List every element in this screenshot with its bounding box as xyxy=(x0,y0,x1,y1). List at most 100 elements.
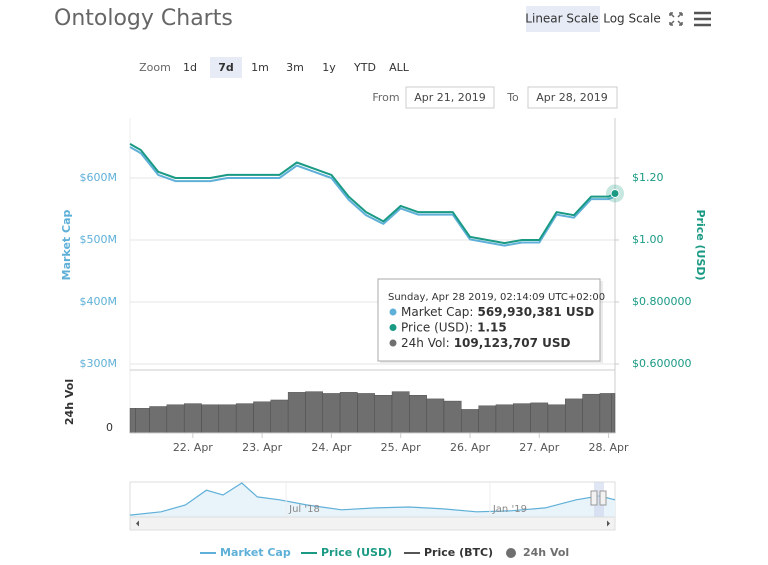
to-input-box[interactable] xyxy=(527,86,618,109)
tooltip-row: 24h Vol: 109,123,707 USD xyxy=(401,336,571,350)
y2-tick-label: $0.800000 xyxy=(632,295,692,308)
volume-bar xyxy=(339,392,358,434)
tooltip-value: 1.15 xyxy=(477,320,507,334)
navigator-handle[interactable] xyxy=(599,490,607,506)
fullscreen-icon[interactable] xyxy=(669,12,683,26)
volume-tick-label: 0 xyxy=(106,421,113,434)
x-tick-label: 27. Apr xyxy=(519,441,559,454)
tooltip-title: Sunday, Apr 28 2019, 02:14:09 UTC+02:00 xyxy=(388,292,605,303)
volume-bar xyxy=(426,398,445,434)
navigator-handle[interactable] xyxy=(590,490,598,506)
to-label: To xyxy=(506,91,519,104)
zoom-button[interactable]: 1y xyxy=(322,61,336,74)
hover-marker xyxy=(610,188,620,198)
x-tick-label: 22. Apr xyxy=(173,441,213,454)
from-label: From xyxy=(372,91,399,104)
tooltip-value: 109,123,707 USD xyxy=(454,336,571,350)
volume-bar xyxy=(218,404,237,434)
volume-bar xyxy=(129,408,136,434)
tooltip: Sunday, Apr 28 2019, 02:14:09 UTC+02:00 M… xyxy=(377,278,605,363)
navigator-selection[interactable] xyxy=(594,482,604,530)
volume-bar xyxy=(270,399,289,434)
volume-bar xyxy=(201,404,220,434)
legend-label[interactable]: Price (USD) xyxy=(321,546,392,559)
volume-bar xyxy=(183,403,202,434)
zoom-button[interactable]: 7d xyxy=(218,61,234,74)
volume-bar xyxy=(235,403,254,434)
x-tick-label: 24. Apr xyxy=(311,441,351,454)
y-tick-label: $300M xyxy=(80,357,118,370)
linear-scale-button[interactable]: Linear Scale xyxy=(525,12,598,26)
volume-bar xyxy=(513,403,531,434)
legend: Market Cap Price (USD) Price (BTC) 24h Vol xyxy=(200,546,569,559)
menu-icon[interactable] xyxy=(694,11,711,27)
to-input[interactable]: Apr 28, 2019 xyxy=(536,91,608,104)
y-tick-label: $500M xyxy=(80,233,118,246)
volume-bar xyxy=(409,395,427,434)
y2-axis-title: Price (USD) xyxy=(694,209,707,280)
series-line xyxy=(129,143,616,245)
x-tick-label: 26. Apr xyxy=(450,441,490,454)
zoom-button[interactable]: 1m xyxy=(251,61,269,74)
volume-bar xyxy=(611,393,616,434)
x-tick-label: 25. Apr xyxy=(381,441,421,454)
zoom-button[interactable]: ALL xyxy=(389,61,410,74)
zoom-button[interactable]: 3m xyxy=(286,61,304,74)
zoom-button[interactable]: 1d xyxy=(183,61,197,74)
tooltip-label: Market Cap: xyxy=(401,305,473,319)
volume-bar xyxy=(253,401,271,434)
legend-label[interactable]: Price (BTC) xyxy=(424,546,493,559)
scrollbar[interactable] xyxy=(129,516,616,531)
zoom-buttons: 1d 7d 1m 3m 1y YTD ALL xyxy=(183,57,410,78)
y-axis-title: Market Cap xyxy=(60,210,73,281)
plot-area: $600M $500M $400M $300M $1.20 $1.00 $0.800000 $… xyxy=(80,118,692,454)
navigator-tick-label: Jan '19 xyxy=(492,504,527,515)
navigator-line xyxy=(129,482,616,516)
volume-bar xyxy=(582,393,601,434)
x-tick-label: 23. Apr xyxy=(242,441,282,454)
volume-bar xyxy=(495,404,514,434)
zoom-label: Zoom xyxy=(139,61,171,74)
y2-tick-label: $1.00 xyxy=(632,233,664,246)
legend-label[interactable]: 24h Vol xyxy=(523,546,569,559)
log-scale-button[interactable]: Log Scale xyxy=(603,12,661,26)
volume-bar xyxy=(305,391,323,434)
volume-bar xyxy=(135,408,150,434)
legend-symbol xyxy=(506,548,516,558)
series-line xyxy=(129,146,616,247)
legend-label[interactable]: Market Cap xyxy=(220,546,291,559)
volume-bar xyxy=(599,393,612,434)
tooltip-bullet xyxy=(389,324,397,331)
tooltip-value: 569,930,381 USD xyxy=(477,305,594,319)
navigator-tick-label: Jul '18 xyxy=(288,504,320,515)
zoom-button[interactable]: YTD xyxy=(353,61,376,74)
y-tick-label: $600M xyxy=(80,171,118,184)
y2-tick-label: $1.20 xyxy=(632,171,664,184)
volume-bar xyxy=(357,393,375,434)
volume-bar xyxy=(565,398,583,434)
from-input-box[interactable] xyxy=(405,86,495,109)
volume-bar xyxy=(166,404,185,434)
volume-bar xyxy=(374,395,393,434)
volume-bar xyxy=(287,392,306,434)
y-tick-label: $400M xyxy=(80,295,118,308)
volume-bar xyxy=(443,400,462,434)
volume-axis-title: 24h Vol xyxy=(63,379,76,425)
x-tick-label: 28. Apr xyxy=(589,441,629,454)
button-bg xyxy=(526,6,600,32)
from-input[interactable]: Apr 21, 2019 xyxy=(414,91,486,104)
scroll-right[interactable] xyxy=(607,520,610,527)
tooltip-label: 24h Vol: xyxy=(401,336,450,350)
tooltip-row: Price (USD): 1.15 xyxy=(401,320,507,334)
zoom-button-bg xyxy=(210,57,242,78)
tooltip-label: Price (USD): xyxy=(401,320,473,334)
volume-bar xyxy=(530,402,549,434)
volume-bar xyxy=(478,405,497,434)
tooltip-bullet xyxy=(389,339,397,347)
volume-bar xyxy=(391,391,410,434)
scroll-left[interactable] xyxy=(136,520,139,527)
tooltip-box xyxy=(377,278,601,362)
volume-bar xyxy=(322,393,341,434)
